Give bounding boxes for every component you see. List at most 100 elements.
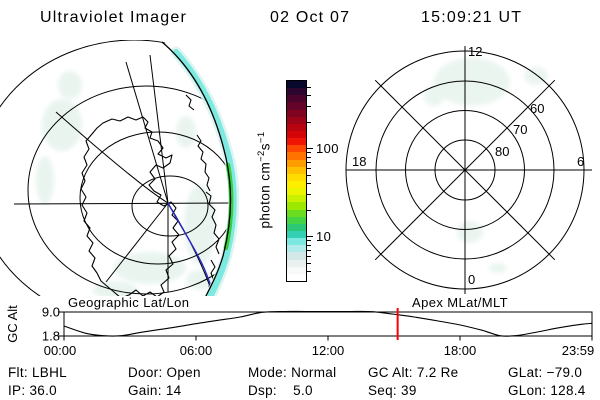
telemetry-column: Door: Open Gain: 14: [128, 364, 201, 399]
colorbar-band: [287, 123, 306, 131]
mlt-6-label: 6: [577, 154, 584, 169]
axis-diag-2: [374, 79, 556, 261]
colorbar-minor-tick: [307, 183, 311, 184]
mlat-70-label: 70: [513, 122, 527, 137]
meridian-up1: [149, 54, 169, 204]
telemetry-column: Flt: LBHL IP: 36.0: [8, 364, 67, 399]
colorbar-band: [287, 166, 306, 174]
colorbar-band: [287, 209, 306, 217]
colorbar-band: [287, 273, 306, 281]
strip-ylabel: GC Alt: [5, 305, 20, 343]
date-label: 02 Oct 07: [270, 9, 351, 26]
right-panel-title: Apex MLat/MLT: [412, 295, 508, 310]
colorbar-minor-tick: [307, 194, 311, 195]
app-title: Ultraviolet Imager: [40, 9, 187, 26]
colorbar-band: [287, 230, 306, 239]
colorbar-minor-tick: [307, 121, 311, 123]
colorbar-band: [287, 238, 306, 246]
x-tick-label: 12:00: [312, 343, 345, 358]
mlat-80-label: 80: [495, 144, 509, 159]
coast-chain-2: [205, 191, 220, 255]
strip-curve-group: 00:00 06:00 12:00 18:00 23:59: [44, 308, 594, 358]
colorbar-minor-tick: [307, 161, 311, 163]
colorbar-band: [287, 180, 306, 189]
gc-alt-strip-chart: 9.0 1.8 GC Alt 00:00 06:00 12:00 18:00 23:59: [5, 305, 594, 359]
colorbar-band: [287, 88, 306, 96]
colorbar-major-tick: [307, 148, 313, 149]
ytick-9: 9.0: [42, 305, 60, 320]
colorbar-band: [287, 223, 306, 231]
colorbar-band: [287, 159, 306, 167]
telemetry-value: Gain: 14: [128, 382, 182, 398]
left-panel-title: Geographic Lat/Lon: [68, 295, 190, 310]
telemetry-column: GLat: −79.0 GLon: 128.4: [508, 364, 586, 399]
colorbar-band: [287, 109, 306, 117]
mlt-12-label: 12: [468, 44, 482, 59]
x-tick-label: 18:00: [444, 343, 477, 358]
telemetry-value: GC Alt: 7.2 Re: [368, 365, 459, 380]
telemetry-value: Mode: Normal: [248, 365, 337, 380]
colorbar-minor-tick: [307, 156, 311, 158]
geographic-map: [0, 40, 240, 296]
colorbar-band: [287, 95, 306, 103]
colorbar-band: [287, 252, 306, 260]
colorbar-minor-tick: [307, 244, 311, 246]
colorbar-band: [287, 188, 306, 196]
meridian-up2: [125, 61, 169, 204]
colorbar-tick-label: 10: [316, 229, 332, 244]
colorbar-band: [287, 266, 306, 274]
telemetry-value: IP: 36.0: [8, 382, 57, 398]
colorbar-band: [287, 216, 306, 224]
colorbar-band: [287, 195, 306, 203]
colorbar-unit-label: photon cm−2s−1: [256, 131, 273, 229]
colorbar-band: [287, 259, 306, 267]
colorbar-minor-tick: [307, 167, 311, 169]
colorbar-minor-tick: [307, 249, 311, 251]
telemetry-column: Mode: Normal Dsp: 5.0: [248, 364, 336, 399]
colorbar-band: [287, 152, 306, 160]
colorbar-minor-tick: [307, 271, 311, 272]
colorbar-band: [287, 130, 306, 139]
colorbar-minor-tick: [307, 86, 311, 88]
colorbar-ticks: 100 10: [307, 80, 347, 282]
x-tick-label: 00:00: [44, 343, 77, 358]
colorbar-major-tick: [307, 236, 313, 237]
colorbar-band: [287, 145, 306, 153]
ytick-1_8: 1.8: [42, 329, 60, 344]
colorbar: [286, 80, 307, 282]
polar-grid: [345, 46, 592, 294]
telemetry-value: GLon: 128.4: [508, 382, 586, 398]
colorbar-tick-label: 100: [316, 141, 339, 156]
earth-limb: [161, 41, 232, 296]
mlat-60-label: 60: [530, 101, 544, 116]
mlt-18-label: 18: [352, 154, 366, 169]
coast-chain-1: [196, 134, 211, 192]
telemetry-value: Flt: LBHL: [8, 365, 67, 380]
colorbar-minor-tick: [307, 255, 311, 257]
colorbar-band: [287, 116, 306, 124]
x-tick-label: 06:00: [180, 343, 213, 358]
mlt-0-label: 0: [468, 272, 475, 287]
colorbar-band: [287, 102, 306, 110]
colorbar-minor-tick: [307, 106, 311, 107]
colorbar-band: [287, 81, 306, 89]
y-ticks: [58, 311, 64, 337]
telemetry-value: Dsp: 5.0: [248, 382, 313, 398]
colorbar-band: [287, 245, 306, 253]
polar-labels: 12 18 6 0 60 70 80: [352, 44, 584, 287]
colorbar-band: [287, 138, 306, 146]
colorbar-minor-tick: [307, 152, 311, 153]
coast-chain-4: [185, 94, 195, 111]
colorbar-band: [287, 202, 306, 210]
telemetry-value: GLat: −79.0: [508, 365, 583, 380]
faint-emission-patches-right: [424, 58, 548, 273]
colorbar-minor-tick: [307, 209, 311, 211]
telemetry-column: GC Alt: 7.2 Re Seq: 39: [368, 364, 459, 399]
colorbar-band: [287, 173, 306, 181]
telemetry-value: Seq: 39: [368, 382, 417, 398]
gc-alt-curve: [63, 310, 592, 337]
apex-mlat-mlt-plot: 12 18 6 0 60 70 80: [345, 44, 592, 294]
colorbar-minor-tick: [307, 240, 311, 241]
time-label: 15:09:21 UT: [421, 9, 523, 26]
